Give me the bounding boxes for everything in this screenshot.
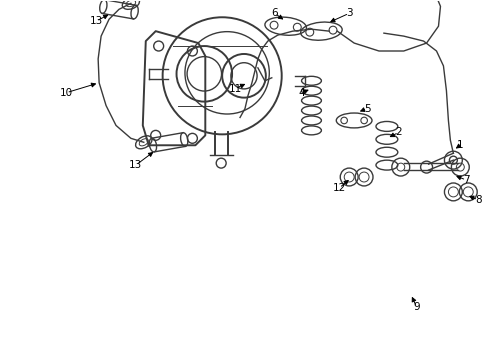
Text: 6: 6 (271, 8, 278, 18)
Text: 4: 4 (298, 88, 304, 98)
Text: 5: 5 (363, 104, 369, 113)
Text: 11: 11 (228, 84, 241, 94)
Text: 13: 13 (89, 16, 102, 26)
Text: 8: 8 (474, 195, 481, 205)
Text: 9: 9 (412, 302, 419, 312)
Text: 1: 1 (456, 140, 463, 150)
Text: 13: 13 (129, 160, 142, 170)
Text: 12: 12 (332, 183, 345, 193)
Text: 7: 7 (462, 175, 468, 185)
Text: 2: 2 (395, 127, 401, 138)
Text: 10: 10 (60, 88, 73, 98)
Text: 3: 3 (345, 8, 352, 18)
